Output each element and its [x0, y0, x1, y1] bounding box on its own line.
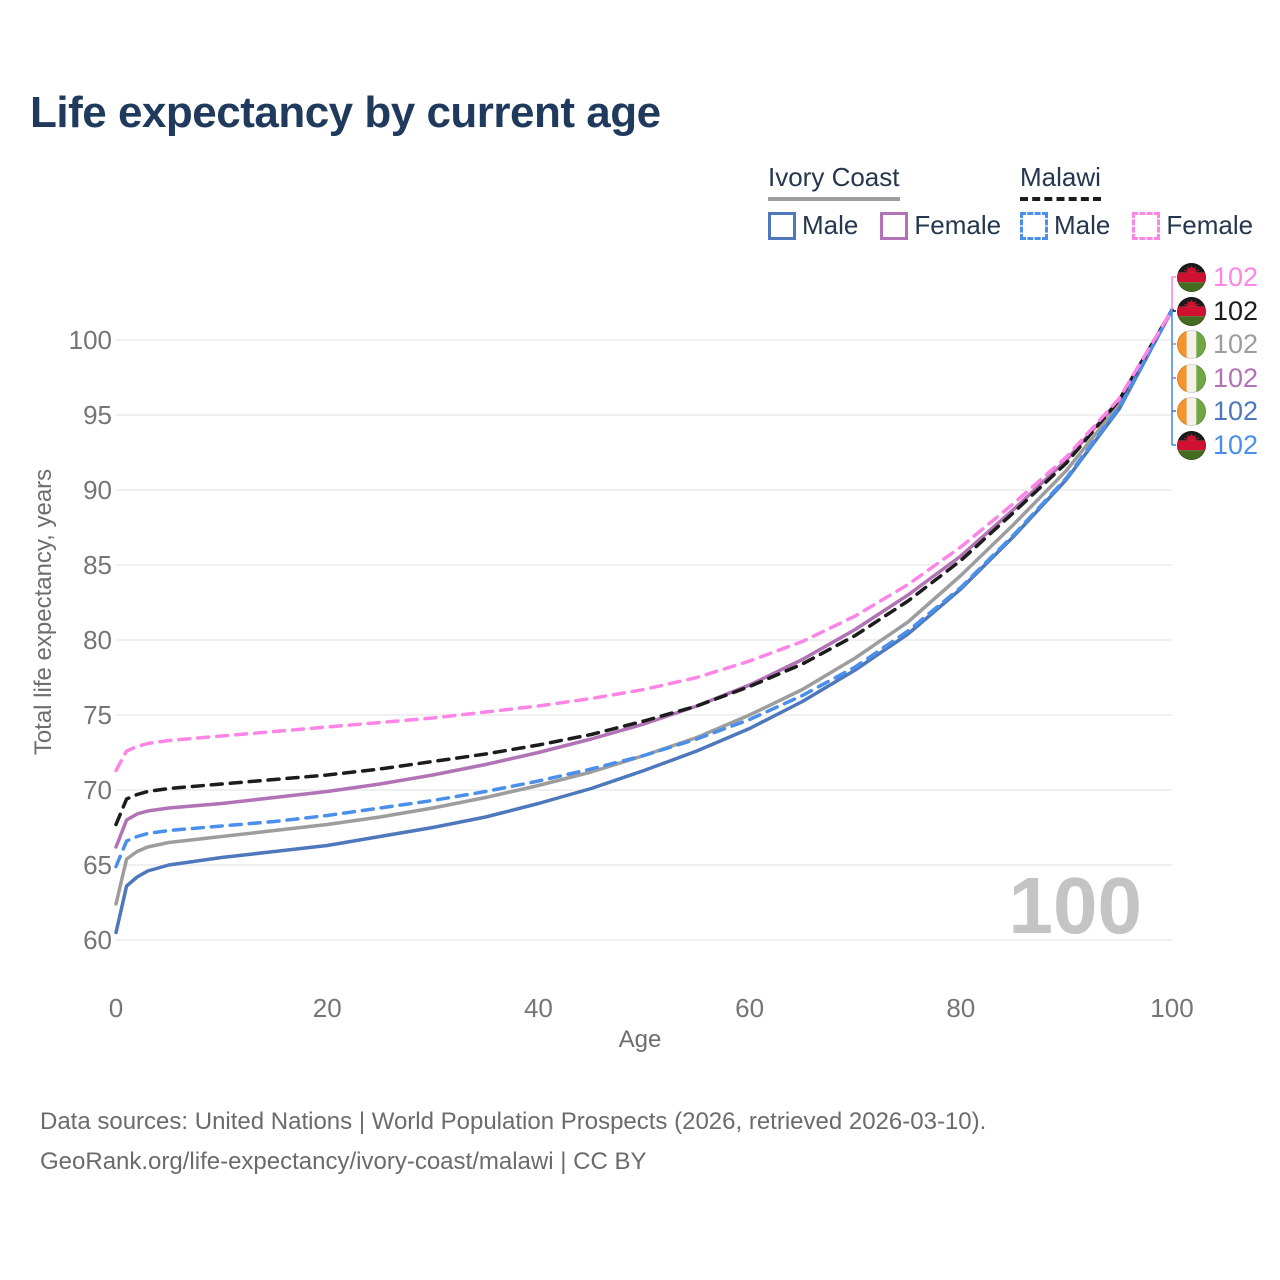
ivory-coast-flag-icon: [1177, 363, 1206, 393]
y-tick-label: 75: [83, 700, 112, 730]
end-label-value: 102: [1213, 362, 1259, 393]
y-tick-label: 65: [83, 850, 112, 880]
end-label-value: 102: [1213, 395, 1259, 426]
y-tick-label: 70: [83, 775, 112, 805]
series-line-malawi-female[interactable]: [114, 308, 1174, 773]
x-axis-title: Age: [618, 1026, 662, 1053]
legend-group-ivory-coast: Ivory Coast Male Female: [768, 162, 1001, 241]
series-line-ivory-coast-female[interactable]: [114, 308, 1174, 849]
malawi-flag-icon: [1177, 262, 1206, 292]
legend-group-malawi: Malawi Male Female: [1020, 162, 1253, 241]
legend-item-malawi-female[interactable]: Female: [1132, 210, 1253, 241]
data-sources-text: Data sources: United Nations | World Pop…: [40, 1108, 987, 1135]
y-tick-label: 80: [83, 625, 112, 655]
series-line-ivory-coast-male[interactable]: [114, 308, 1174, 935]
x-tick-label: 40: [524, 993, 553, 1023]
leader-line: [1171, 276, 1176, 310]
x-tick-label: 60: [735, 993, 764, 1023]
end-label-malawi-female[interactable]: 102: [1177, 262, 1258, 292]
legend-item-label: Male: [802, 210, 859, 240]
x-tick-label: 0: [109, 993, 123, 1023]
legend-item-label: Female: [914, 210, 1002, 240]
end-label-value: 102: [1213, 295, 1259, 326]
x-tick-label: 80: [946, 993, 975, 1023]
end-label-value: 102: [1213, 261, 1259, 292]
line-swatch-icon: [880, 211, 909, 240]
end-label-malawi-male[interactable]: 102: [1177, 430, 1258, 460]
ivory-coast-flag-icon: [1177, 396, 1206, 426]
end-label-value: 102: [1213, 328, 1259, 359]
legend-item-label: Female: [1166, 210, 1254, 240]
series-line-ivory-coast-both-sexes[interactable]: [114, 308, 1174, 906]
series-line-malawi-both-sexes[interactable]: [114, 308, 1174, 827]
legend-item-ivory-coast-male[interactable]: Male: [768, 210, 858, 241]
dashed-line-swatch-icon: [1020, 211, 1048, 240]
y-tick-label: 95: [83, 400, 112, 430]
legend-item-ivory-coast-female[interactable]: Female: [880, 210, 1001, 241]
legend-item-label: Male: [1054, 210, 1111, 240]
x-tick-label: 20: [313, 993, 342, 1023]
series-line-malawi-male[interactable]: [114, 308, 1174, 869]
attribution-link[interactable]: GeoRank.org/life-expectancy/ivory-coast/…: [40, 1148, 647, 1175]
y-tick-label: 100: [69, 325, 112, 355]
page-title: Life expectancy by current age: [30, 88, 661, 137]
y-tick-label: 90: [83, 475, 112, 505]
legend-header-malawi[interactable]: Malawi: [1020, 162, 1101, 201]
malawi-flag-icon: [1177, 296, 1206, 326]
end-label-malawi-both-sexes[interactable]: 102: [1177, 296, 1258, 326]
end-label-ivory-coast-male[interactable]: 102: [1177, 396, 1258, 426]
malawi-flag-icon: [1177, 430, 1206, 460]
y-tick-label: 85: [83, 550, 112, 580]
legend-item-malawi-male[interactable]: Male: [1020, 210, 1110, 241]
x-tick-label: 100: [1150, 993, 1193, 1023]
legend-header-ivory-coast[interactable]: Ivory Coast: [768, 162, 900, 201]
line-swatch-icon: [768, 211, 796, 240]
ivory-coast-flag-icon: [1177, 329, 1206, 359]
dashed-line-swatch-icon: [1132, 211, 1161, 240]
end-label-value: 102: [1213, 429, 1259, 460]
end-label-ivory-coast-both-sexes[interactable]: 102: [1177, 329, 1258, 359]
y-tick-label: 60: [83, 925, 112, 955]
end-label-ivory-coast-female[interactable]: 102: [1177, 363, 1258, 393]
age-watermark: 100: [1008, 861, 1142, 950]
